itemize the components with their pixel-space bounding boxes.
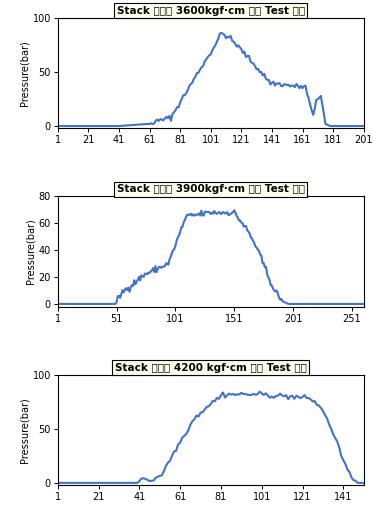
- Y-axis label: Pressure(bar): Pressure(bar): [20, 40, 30, 106]
- Title: Stack 체결력 3600kgf·cm 가압 Test 결과: Stack 체결력 3600kgf·cm 가압 Test 결과: [117, 6, 305, 16]
- Y-axis label: Pressure(bar): Pressure(bar): [20, 397, 30, 463]
- Title: Stack 체결력 4200 kgf·cm 가압 Test 결과: Stack 체결력 4200 kgf·cm 가압 Test 결과: [115, 363, 307, 373]
- Title: Stack 체결력 3900kgf·cm 가압 Test 결과: Stack 체결력 3900kgf·cm 가압 Test 결과: [117, 184, 305, 195]
- Y-axis label: Pressure(bar): Pressure(bar): [26, 219, 36, 284]
